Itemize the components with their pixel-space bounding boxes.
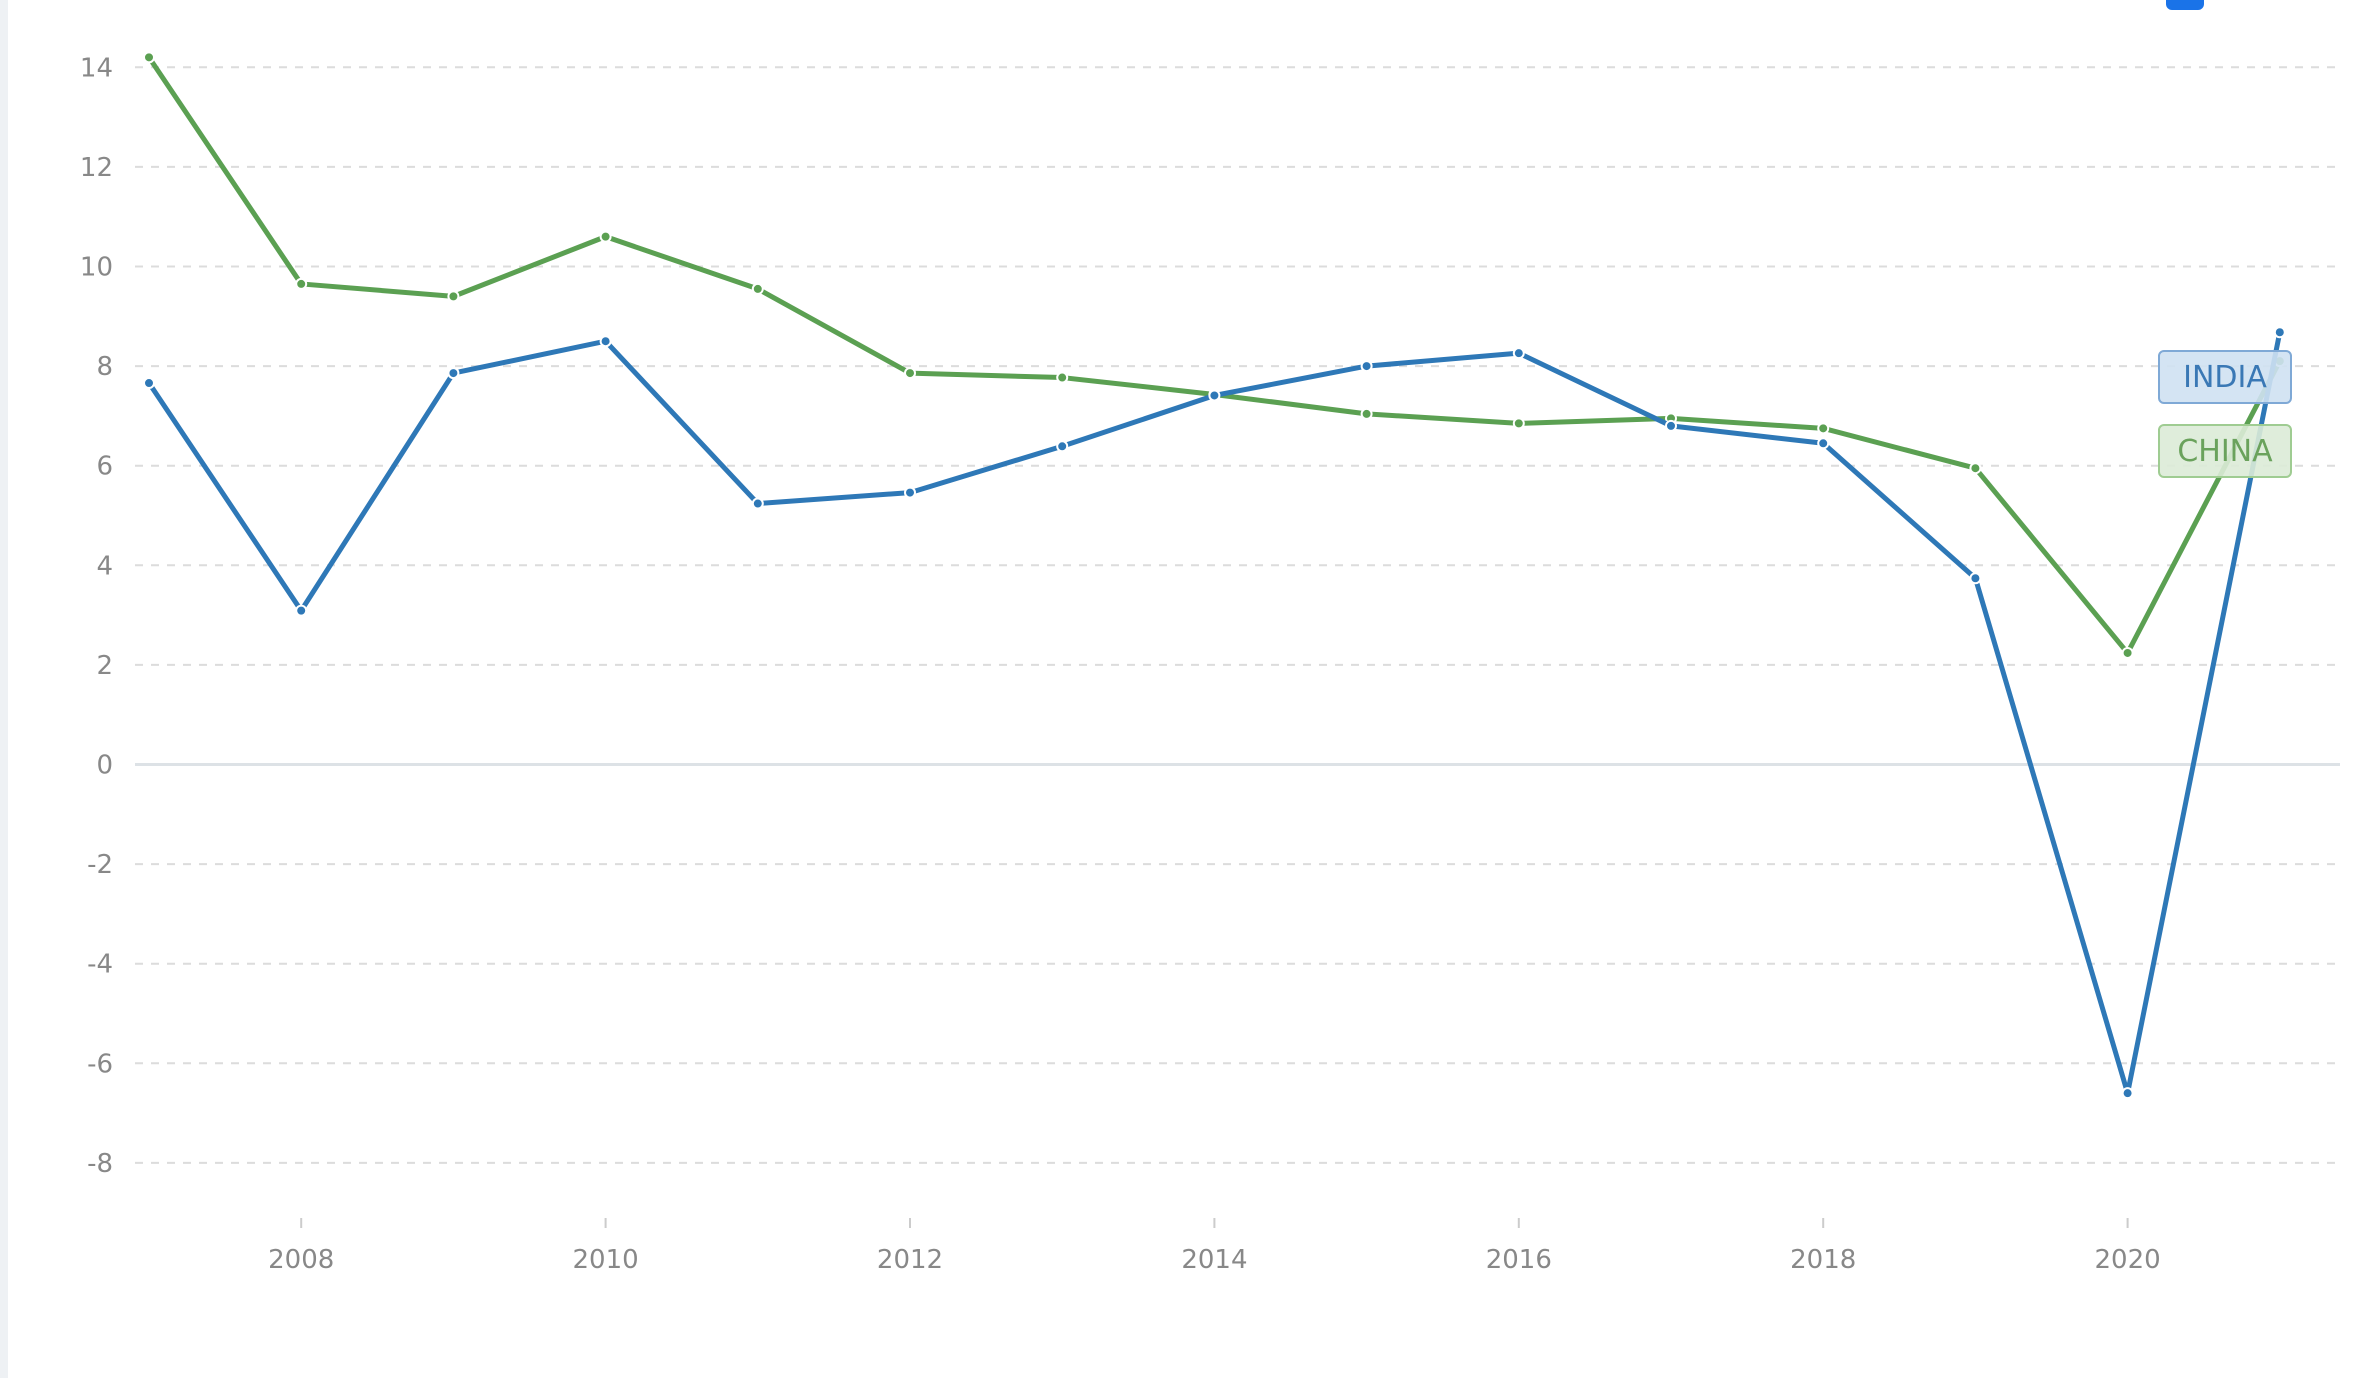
y-tick-label: 10 [80, 253, 113, 283]
y-tick-label: -4 [87, 950, 113, 980]
x-tick-label: 2008 [268, 1245, 334, 1275]
data-point-india [751, 497, 764, 510]
data-point-china [751, 282, 764, 295]
data-point-india [2273, 326, 2286, 339]
data-point-india [295, 604, 308, 617]
data-point-india [143, 377, 155, 390]
data-point-india [1056, 440, 1069, 453]
y-tick-label: 0 [96, 751, 113, 781]
data-point-china [2121, 646, 2134, 659]
data-point-china [1056, 371, 1069, 384]
y-tick-label: 12 [80, 153, 113, 183]
data-point-china [447, 290, 460, 303]
data-point-china [295, 277, 308, 290]
data-point-india [1208, 389, 1221, 402]
x-tick-label: 2012 [877, 1245, 943, 1275]
y-tick-label: 14 [80, 53, 113, 83]
data-point-india [447, 367, 460, 380]
data-point-china [1817, 422, 1830, 435]
data-point-china [599, 230, 612, 243]
data-point-china [143, 51, 155, 64]
data-point-india [2121, 1087, 2134, 1100]
series-label-china: CHINA [2158, 424, 2292, 478]
legend-checkbox[interactable] [2166, 0, 2204, 10]
x-tick-label: 2014 [1181, 1245, 1247, 1275]
data-point-india [1360, 360, 1373, 373]
data-point-india [599, 335, 612, 348]
x-tick-label: 2016 [1486, 1245, 1552, 1275]
x-tick-label: 2020 [2095, 1245, 2161, 1275]
y-tick-label: -2 [87, 850, 113, 880]
series-label-india: INDIA [2158, 350, 2292, 404]
data-point-china [1969, 462, 1982, 475]
data-point-china [1512, 417, 1525, 430]
data-point-china [904, 367, 916, 380]
y-tick-label: -8 [87, 1149, 113, 1179]
y-tick-label: 6 [96, 452, 113, 482]
data-point-india [1512, 347, 1525, 360]
data-point-india [1665, 419, 1677, 432]
y-tick-label: -6 [87, 1049, 113, 1079]
left-border [0, 0, 8, 1378]
y-tick-label: 2 [96, 651, 113, 681]
y-tick-label: 4 [96, 551, 113, 581]
data-point-india [1817, 437, 1830, 450]
x-tick-label: 2018 [1790, 1245, 1856, 1275]
series-line-india [146, 331, 2283, 1096]
data-point-india [904, 486, 916, 499]
x-tick-label: 2010 [573, 1245, 639, 1275]
data-point-india [1969, 572, 1982, 585]
y-tick-label: 8 [96, 352, 113, 382]
data-point-china [1360, 407, 1373, 420]
